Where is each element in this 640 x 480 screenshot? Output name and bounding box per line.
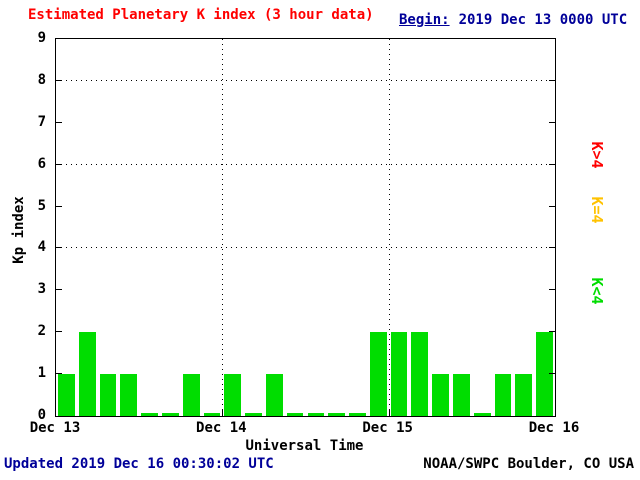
y-tick-label: 3 bbox=[37, 281, 46, 298]
y-axis-tick bbox=[549, 331, 555, 333]
chart-title: Estimated Planetary K index (3 hour data… bbox=[28, 7, 374, 23]
kp-bar bbox=[328, 413, 346, 416]
legend-k-lt-4: K<4 bbox=[588, 277, 606, 305]
y-tick-label: 8 bbox=[37, 71, 46, 88]
y-axis-tick bbox=[549, 205, 555, 207]
kp-bar bbox=[349, 413, 366, 416]
x-tick-label: Dec 14 bbox=[196, 420, 247, 436]
kp-bar bbox=[58, 374, 75, 416]
y-tick-label: 2 bbox=[37, 323, 46, 340]
source-text: NOAA/SWPC Boulder, CO USA bbox=[423, 456, 634, 472]
kp-bar bbox=[99, 374, 117, 416]
y-tick-label: 7 bbox=[37, 113, 46, 130]
x-tick-label: Dec 15 bbox=[362, 420, 413, 436]
y-axis-tick bbox=[56, 121, 62, 123]
kp-bar bbox=[432, 374, 450, 416]
y-axis-tick bbox=[549, 247, 555, 249]
kp-bar bbox=[120, 374, 138, 416]
y-tick-label: 6 bbox=[37, 155, 46, 172]
y-tick-label: 0 bbox=[37, 407, 46, 423]
x-axis-tick bbox=[388, 409, 390, 416]
kp-bar bbox=[369, 332, 387, 416]
y-axis-tick bbox=[549, 289, 555, 291]
kp-bar bbox=[141, 413, 158, 416]
kp-bar bbox=[390, 332, 408, 416]
y-tick-label: 1 bbox=[37, 365, 46, 382]
begin-label: Begin: bbox=[399, 12, 450, 28]
kp-bar bbox=[411, 332, 429, 416]
y-axis-tick bbox=[56, 373, 62, 375]
gridline-y bbox=[56, 247, 555, 249]
kp-bar bbox=[515, 374, 533, 416]
plot-area bbox=[55, 38, 556, 417]
begin-annotation: Begin: 2019 Dec 13 0000 UTC bbox=[399, 12, 627, 28]
kp-bar bbox=[78, 332, 96, 416]
kp-bar bbox=[286, 413, 304, 416]
kp-bar bbox=[245, 413, 262, 416]
begin-value: 2019 Dec 13 0000 UTC bbox=[458, 12, 628, 28]
gridline-y bbox=[56, 163, 555, 165]
x-axis-tick bbox=[222, 409, 224, 416]
gridline-y bbox=[56, 79, 555, 81]
kp-bar bbox=[161, 413, 179, 416]
kp-bar bbox=[224, 374, 242, 416]
y-axis-tick bbox=[56, 205, 62, 207]
gridline-x bbox=[222, 39, 224, 416]
kp-bar bbox=[203, 413, 221, 416]
updated-text: Updated 2019 Dec 16 00:30:02 UTC bbox=[4, 456, 274, 472]
y-tick-label: 5 bbox=[37, 197, 46, 214]
x-axis-title: Universal Time bbox=[245, 438, 364, 454]
y-axis-tick bbox=[549, 79, 555, 81]
y-tick-label: 4 bbox=[37, 239, 46, 256]
kp-bar bbox=[307, 413, 325, 416]
kp-bar bbox=[473, 413, 491, 416]
x-tick-label: Dec 13 bbox=[29, 420, 81, 436]
y-axis-tick bbox=[56, 163, 62, 165]
y-axis-tick bbox=[549, 121, 555, 123]
gridline-x bbox=[388, 39, 390, 416]
y-axis-tick bbox=[56, 247, 62, 249]
y-axis-tick bbox=[56, 331, 62, 333]
legend-k-eq-4: K=4 bbox=[588, 196, 606, 224]
kp-bar bbox=[494, 374, 512, 416]
y-tick-label: 9 bbox=[37, 30, 46, 46]
x-tick-label: Dec 16 bbox=[528, 420, 580, 436]
legend-k-gt-4: K>4 bbox=[588, 141, 606, 169]
kp-bar bbox=[265, 374, 283, 416]
y-axis-tick bbox=[549, 373, 555, 375]
y-axis-tick bbox=[56, 289, 62, 291]
y-axis-tick bbox=[549, 163, 555, 165]
kp-bar bbox=[453, 374, 470, 416]
kp-bar bbox=[536, 332, 553, 416]
y-axis-tick bbox=[56, 79, 62, 81]
kp-bar bbox=[182, 374, 200, 416]
